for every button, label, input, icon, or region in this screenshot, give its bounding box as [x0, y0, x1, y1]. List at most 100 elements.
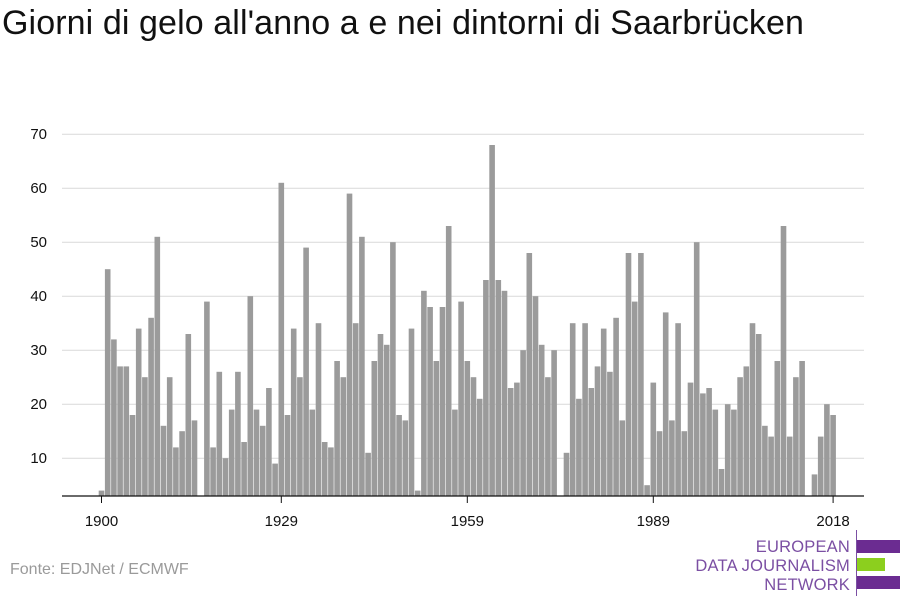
logo-divider — [856, 530, 857, 596]
bar-1994 — [681, 431, 688, 496]
bar-1939 — [340, 377, 347, 496]
bar-1998 — [706, 388, 712, 496]
bar-1952 — [421, 290, 427, 496]
bar-2017 — [824, 404, 830, 496]
bar-1948 — [396, 415, 402, 496]
bar-1905 — [129, 415, 136, 496]
bar-1919 — [216, 371, 223, 496]
bar-1918 — [210, 447, 216, 496]
bar-1938 — [334, 361, 340, 496]
bar-1913 — [179, 431, 185, 496]
bar-1936 — [321, 442, 328, 496]
bar-1960 — [470, 377, 477, 496]
source-note: Fonte: EDJNet / ECMWF — [10, 561, 189, 578]
bar-1955 — [439, 307, 446, 496]
bar-1909 — [154, 236, 161, 497]
bar-1946 — [383, 344, 390, 496]
bar-2011 — [786, 436, 793, 496]
bar-1931 — [290, 328, 297, 496]
bar-1990 — [656, 431, 663, 496]
bar-1914 — [185, 334, 192, 496]
x-tick-label: 1989 — [637, 513, 670, 530]
bar-1966 — [507, 388, 514, 496]
bar-2013 — [799, 361, 805, 496]
bar-1950 — [408, 328, 415, 496]
bar-1959 — [464, 361, 471, 496]
bar-2003 — [737, 377, 743, 496]
bar-1991 — [662, 312, 669, 496]
bar-1989 — [650, 382, 657, 496]
bar-1933 — [303, 247, 309, 496]
bar-1985 — [625, 253, 632, 496]
bar-1915 — [191, 420, 198, 496]
bar-1981 — [600, 328, 607, 496]
bar-1917 — [204, 301, 210, 496]
x-tick-labels: 1900 1929 1959 1989 2018 — [85, 496, 850, 530]
bar-1986 — [631, 301, 638, 496]
bar-1954 — [433, 361, 440, 496]
bar-1928 — [272, 463, 278, 496]
bar-1995 — [687, 382, 694, 496]
bar-1956 — [445, 226, 452, 496]
bar-1906 — [135, 328, 142, 496]
bar-1976 — [569, 323, 576, 496]
bar-1973 — [551, 350, 557, 496]
bar-1953 — [427, 307, 433, 496]
edjnet-logo: EUROPEAN DATA JOURNALISM NETWORK — [695, 530, 900, 596]
logo-bar-bottom — [857, 576, 900, 589]
bar-1971 — [538, 344, 545, 496]
bar-1925 — [253, 409, 260, 496]
bar-1929 — [278, 182, 285, 497]
bar-1947 — [390, 242, 396, 496]
bar-1982 — [607, 371, 613, 496]
bar-1969 — [526, 253, 533, 496]
bar-1901 — [104, 269, 111, 496]
bar-2006 — [755, 334, 762, 496]
bar-1988 — [644, 485, 650, 496]
bar-1902 — [111, 339, 117, 496]
bar-1978 — [582, 323, 588, 496]
bar-1940 — [346, 193, 353, 496]
x-tick-label: 1900 — [85, 513, 118, 530]
bar-1943 — [365, 452, 371, 496]
y-tick-label: 20 — [30, 396, 47, 413]
bar-1949 — [402, 420, 409, 496]
bar-1964 — [495, 280, 502, 496]
x-tick-label: 2018 — [816, 513, 849, 530]
bar-1944 — [371, 361, 378, 496]
bar-1999 — [712, 409, 719, 496]
bar-1975 — [563, 452, 570, 496]
logo-line-network: NETWORK — [764, 576, 850, 594]
bar-1993 — [675, 323, 681, 496]
bar-1927 — [266, 388, 272, 496]
logo-line-data-journalism: DATA JOURNALISM — [695, 557, 850, 575]
bar-2015 — [811, 474, 818, 496]
bar-1963 — [489, 145, 495, 496]
bar-1967 — [514, 382, 520, 496]
logo-bar-middle — [857, 558, 885, 571]
bar-1965 — [501, 290, 508, 496]
bar-2002 — [731, 409, 737, 496]
bar-1962 — [483, 280, 489, 496]
bar-1980 — [594, 366, 601, 496]
y-tick-label: 70 — [30, 126, 47, 143]
bar-1979 — [588, 388, 595, 496]
bar-2010 — [780, 226, 787, 496]
chart-title: Giorni di gelo all'anno a e nei dintorni… — [2, 4, 805, 42]
bar-1920 — [222, 458, 229, 496]
bar-1984 — [619, 420, 626, 496]
bar-2016 — [817, 436, 824, 496]
bar-1934 — [309, 409, 316, 496]
bar-1935 — [315, 323, 322, 496]
bar-1921 — [228, 409, 235, 496]
bar-2000 — [718, 469, 725, 496]
y-tick-labels: 10 20 30 40 50 60 70 — [30, 126, 47, 467]
bar-1957 — [452, 409, 458, 496]
bar-1972 — [545, 377, 551, 496]
x-tick-label: 1929 — [265, 513, 298, 530]
bar-1983 — [613, 317, 619, 496]
bar-2018 — [830, 415, 836, 496]
bar-2008 — [768, 436, 774, 496]
bar-2012 — [793, 377, 799, 496]
bar-1904 — [123, 366, 130, 496]
